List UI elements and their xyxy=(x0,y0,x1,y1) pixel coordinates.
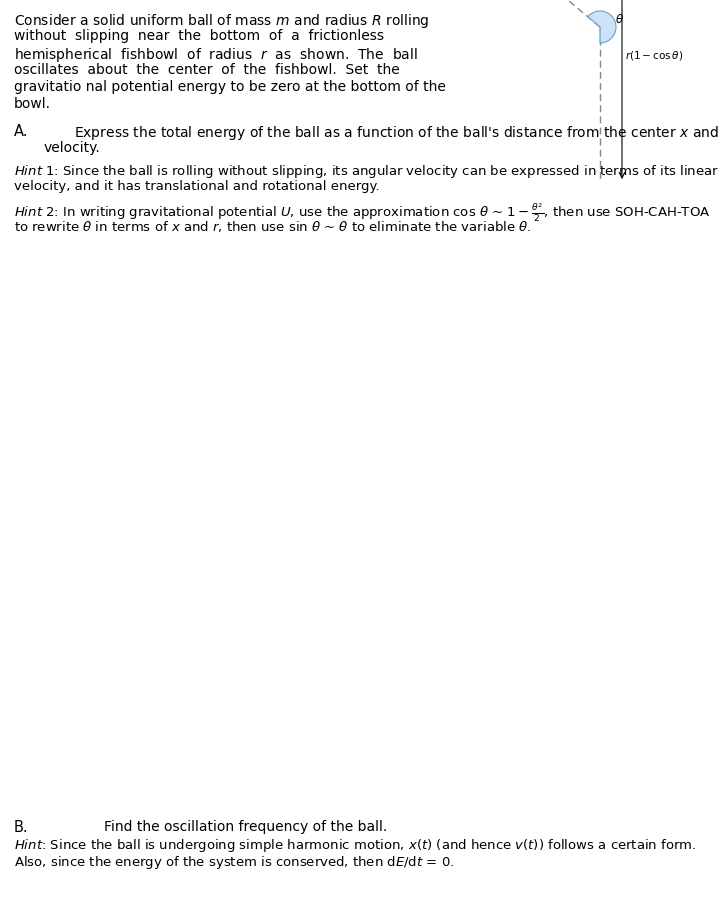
Text: $\it{Hint}$ $\it{2}$: In writing gravitational potential $\it{U}$, use the appro: $\it{Hint}$ $\it{2}$: In writing gravita… xyxy=(14,202,711,224)
Text: Express the total energy of the ball as a function of the ball's distance from t: Express the total energy of the ball as … xyxy=(74,124,720,142)
Text: gravitatio nal potential energy to be zero at the bottom of the: gravitatio nal potential energy to be ze… xyxy=(14,80,446,94)
Text: $r(1-\cos\theta)$: $r(1-\cos\theta)$ xyxy=(625,49,683,62)
Wedge shape xyxy=(588,12,616,44)
Text: to rewrite $\theta$ in terms of $\it{x}$ and $\it{r}$, then use sin $\theta$ ~ $: to rewrite $\theta$ in terms of $\it{x}$… xyxy=(14,219,531,234)
Text: Consider a solid uniform ball of mass $m$ and radius $R$ rolling: Consider a solid uniform ball of mass $m… xyxy=(14,12,430,30)
Text: A.: A. xyxy=(14,124,29,139)
Text: $\it{Hint}$ $\it{1}$: Since the ball is rolling without slipping, its angular ve: $\it{Hint}$ $\it{1}$: Since the ball is … xyxy=(14,163,719,180)
Text: Find the oscillation frequency of the ball.: Find the oscillation frequency of the ba… xyxy=(104,819,387,834)
Text: B.: B. xyxy=(14,819,29,834)
Text: $\it{Hint}$: Since the ball is undergoing simple harmonic motion, $\it{x}$($\it{: $\it{Hint}$: Since the ball is undergoin… xyxy=(14,836,696,853)
Text: bowl.: bowl. xyxy=(14,96,51,111)
Text: hemispherical  fishbowl  of  radius  $r$  as  shown.  The  ball: hemispherical fishbowl of radius $r$ as … xyxy=(14,46,418,64)
Text: velocity.: velocity. xyxy=(44,141,101,154)
Text: without  slipping  near  the  bottom  of  a  frictionless: without slipping near the bottom of a fr… xyxy=(14,29,384,43)
Text: velocity, and it has translational and rotational energy.: velocity, and it has translational and r… xyxy=(14,180,379,193)
Text: $\theta$: $\theta$ xyxy=(615,13,624,26)
Text: oscillates  about  the  center  of  the  fishbowl.  Set  the: oscillates about the center of the fishb… xyxy=(14,62,400,77)
Text: Also, since the energy of the system is conserved, then d$\it{E}$/d$\it{t}$ = 0.: Also, since the energy of the system is … xyxy=(14,853,454,870)
